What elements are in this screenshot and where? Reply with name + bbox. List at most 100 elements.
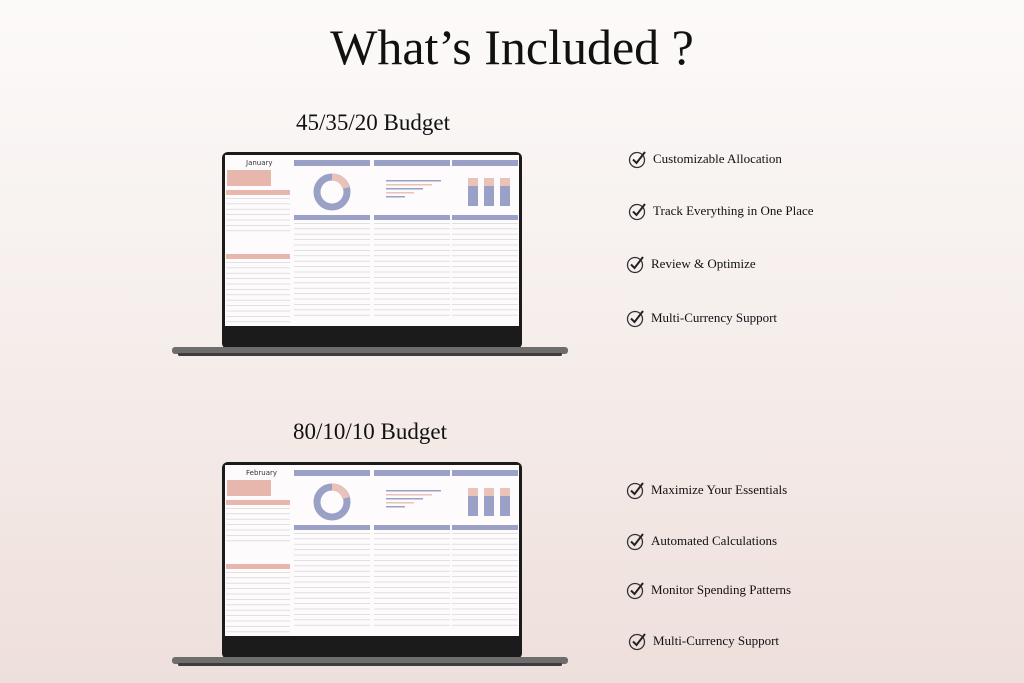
table-row xyxy=(452,309,518,311)
page-title: What’s Included ? xyxy=(330,19,694,75)
table-row xyxy=(294,244,370,246)
feature-item: Monitor Spending Patterns xyxy=(626,580,791,600)
table-row xyxy=(294,592,370,594)
feature-item: Track Everything in One Place xyxy=(628,201,814,221)
table-row xyxy=(452,592,518,594)
panel-header xyxy=(294,160,370,166)
table-row xyxy=(294,554,370,556)
table-row xyxy=(226,310,290,312)
table-row xyxy=(226,524,290,525)
summary-block xyxy=(227,170,271,186)
table-row xyxy=(452,614,518,615)
mini-bar xyxy=(386,184,432,186)
table-row xyxy=(374,614,450,615)
feature-text: Maximize Your Essentials xyxy=(651,482,788,497)
table-row xyxy=(374,543,450,545)
table-row xyxy=(294,570,370,572)
table-row xyxy=(226,535,290,536)
table-row xyxy=(452,597,518,599)
mini-column-top xyxy=(484,178,494,186)
table-row xyxy=(374,587,450,588)
table-row xyxy=(294,619,370,621)
table-row xyxy=(226,262,290,263)
table-row xyxy=(226,219,290,221)
table-row xyxy=(452,538,518,540)
table-row xyxy=(452,271,518,273)
table-row xyxy=(374,239,450,240)
check-icon xyxy=(628,203,646,221)
table-row xyxy=(226,289,290,290)
table-row xyxy=(374,266,450,267)
check-icon xyxy=(626,482,644,500)
mini-bar xyxy=(386,494,432,496)
feature-text: Track Everything in One Place xyxy=(653,203,814,218)
table-row xyxy=(374,549,450,550)
table-row xyxy=(452,543,518,545)
panel-header xyxy=(452,160,518,166)
table-row xyxy=(374,565,450,567)
check-icon xyxy=(626,256,644,274)
check-icon xyxy=(626,582,644,600)
feature-text: Review & Optimize xyxy=(651,256,756,271)
table-row xyxy=(374,603,450,604)
table-row xyxy=(452,239,518,240)
table-row xyxy=(452,560,518,561)
table-row xyxy=(374,570,450,572)
check-icon xyxy=(628,633,646,651)
table-row xyxy=(294,565,370,567)
table-row xyxy=(226,225,290,226)
table-row xyxy=(226,572,290,573)
table-row xyxy=(226,203,290,205)
table-row xyxy=(374,560,450,561)
table-row xyxy=(294,309,370,311)
mini-bar xyxy=(386,502,414,504)
table-row xyxy=(374,576,450,577)
feature-text: Multi-Currency Support xyxy=(651,310,778,325)
section-title: 80/10/10 Budget xyxy=(293,419,447,444)
panel-header xyxy=(374,160,450,166)
table-row xyxy=(294,533,370,534)
mini-bar xyxy=(386,192,414,194)
table-row xyxy=(452,570,518,572)
mini-column xyxy=(484,492,494,516)
table-row xyxy=(374,223,450,224)
table-row xyxy=(452,603,518,604)
table-row xyxy=(374,250,450,251)
feature-text: Automated Calculations xyxy=(651,533,778,548)
table-row xyxy=(294,587,370,588)
mini-column-top xyxy=(484,488,494,496)
section-title: 45/35/20 Budget xyxy=(296,110,450,135)
mini-bar xyxy=(386,498,423,500)
table-row xyxy=(294,233,370,235)
table-row xyxy=(226,540,290,542)
table-row xyxy=(294,581,370,583)
table-row xyxy=(452,233,518,235)
table-row xyxy=(226,615,290,616)
table-row xyxy=(374,554,450,556)
table-row xyxy=(294,282,370,284)
mini-column xyxy=(468,182,478,206)
table-row xyxy=(294,608,370,610)
table-row xyxy=(226,278,290,279)
mini-bar xyxy=(386,506,405,508)
table-row xyxy=(452,576,518,577)
table-row xyxy=(294,549,370,550)
table-row xyxy=(374,597,450,599)
table-row xyxy=(294,239,370,240)
table-row xyxy=(294,614,370,615)
table-row xyxy=(294,250,370,251)
table-row xyxy=(294,266,370,267)
table-row xyxy=(226,518,290,520)
table-row xyxy=(452,250,518,251)
panel-header xyxy=(374,470,450,476)
table-row xyxy=(294,271,370,273)
table-header xyxy=(226,190,290,195)
table-row xyxy=(294,576,370,577)
table-row xyxy=(374,287,450,289)
table-row xyxy=(452,587,518,588)
table-row xyxy=(374,608,450,610)
feature-item: Automated Calculations xyxy=(626,531,777,551)
table-row xyxy=(374,533,450,534)
